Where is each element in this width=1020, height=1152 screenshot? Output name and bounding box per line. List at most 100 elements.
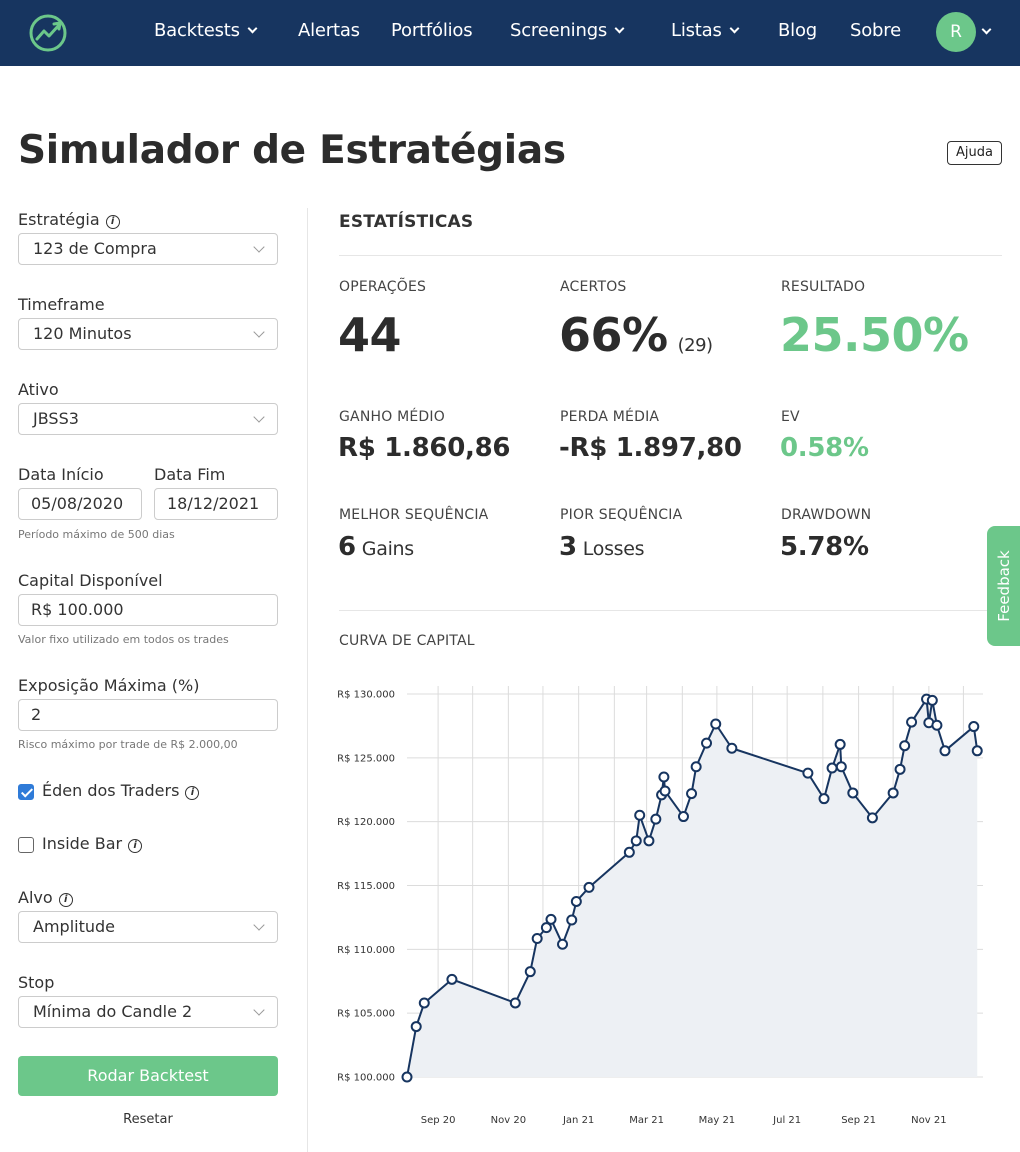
avg-gain-label: GANHO MÉDIO <box>339 409 445 425</box>
start-date-input[interactable]: 05/08/2020 <box>18 488 142 520</box>
worst-sequence-unit: Losses <box>582 538 645 560</box>
x-tick-label: Jul 21 <box>772 1115 801 1126</box>
drawdown-label: DRAWDOWN <box>781 507 872 523</box>
reset-link[interactable]: Resetar <box>123 1112 173 1127</box>
capital-input[interactable]: R$ 100.000 <box>18 594 278 626</box>
period-hint: Período máximo de 500 dias <box>18 528 175 541</box>
end-date-label: Data Fim <box>154 465 226 484</box>
target-label: Alvo i <box>18 888 73 908</box>
equity-point <box>634 809 646 821</box>
info-icon[interactable]: i <box>128 839 143 853</box>
y-tick-label: R$ 100.000 <box>337 1073 395 1084</box>
result-value: 25.50% <box>780 308 969 362</box>
equity-point <box>866 812 878 824</box>
chart-title: CURVA DE CAPITAL <box>339 633 475 649</box>
equity-point <box>531 932 543 944</box>
divider <box>339 255 1002 256</box>
hits-value: 66% (29) <box>559 308 713 362</box>
ev-label: EV <box>781 409 800 425</box>
target-select[interactable]: Amplitude <box>18 911 278 943</box>
x-axis: Sep 20 Nov 20 Jan 21 Mar 21 May 21 Jul 21 Sep … <box>421 1115 947 1126</box>
equity-point <box>410 1021 422 1033</box>
chevron-down-icon <box>247 23 258 34</box>
strategy-label: Estratégia i <box>18 210 120 230</box>
equity-point <box>899 740 911 752</box>
equity-point <box>659 785 671 797</box>
equity-point <box>968 721 980 733</box>
help-button[interactable]: Ajuda <box>947 141 1002 165</box>
run-backtest-button[interactable]: Rodar Backtest <box>18 1056 278 1096</box>
avg-loss-value: -R$ 1.897,80 <box>559 433 742 463</box>
inside-bar-label[interactable]: Inside Bar i <box>42 834 143 854</box>
x-tick-label: May 21 <box>699 1115 736 1126</box>
asset-label: Ativo <box>18 380 59 399</box>
equity-point <box>650 813 662 825</box>
result-label: RESULTADO <box>781 279 866 295</box>
info-icon[interactable]: i <box>58 893 73 907</box>
feedback-tab[interactable]: Feedback <box>987 526 1020 646</box>
equity-point <box>623 846 635 858</box>
equity-point <box>926 694 938 706</box>
page-title: Simulador de Estratégias <box>18 128 566 173</box>
timeframe-select[interactable]: 120 Minutos <box>18 318 278 350</box>
chevron-down-icon <box>253 1004 265 1016</box>
nav-portfolios[interactable]: Portfólios <box>391 20 473 41</box>
divider <box>339 610 1002 611</box>
nav-sobre[interactable]: Sobre <box>850 20 901 41</box>
y-tick-label: R$ 110.000 <box>337 945 395 956</box>
equity-curve-chart: R$ 100.000 R$ 105.000 R$ 110.000 R$ 115.000… <box>337 686 983 1126</box>
hits-count: (29) <box>677 335 713 356</box>
strategy-select[interactable]: 123 de Compra <box>18 233 278 265</box>
best-sequence-label: MELHOR SEQUÊNCIA <box>339 507 489 523</box>
equity-point <box>834 738 846 750</box>
best-sequence-value: 6 Gains <box>338 532 414 562</box>
capital-hint: Valor fixo utilizado em todos os trades <box>18 633 229 646</box>
chevron-down-icon[interactable] <box>981 24 992 35</box>
x-tick-label: Sep 20 <box>421 1115 456 1126</box>
x-tick-label: Sep 21 <box>841 1115 876 1126</box>
info-icon[interactable]: i <box>105 215 120 229</box>
nav-screenings[interactable]: Screenings <box>510 20 625 41</box>
chevron-down-icon <box>253 919 265 931</box>
stop-select[interactable]: Mínima do Candle 2 <box>18 996 278 1028</box>
nav-alertas[interactable]: Alertas <box>298 20 360 41</box>
eden-checkbox[interactable] <box>18 784 34 800</box>
avg-gain-value: R$ 1.860,86 <box>338 433 511 463</box>
equity-point <box>570 895 582 907</box>
start-date-label: Data Início <box>18 465 104 484</box>
column-divider <box>307 208 308 1152</box>
best-sequence-unit: Gains <box>361 538 414 560</box>
capital-label: Capital Disponível <box>18 571 163 590</box>
nav-backtests[interactable]: Backtests <box>154 20 258 41</box>
asset-select[interactable]: JBSS3 <box>18 403 278 435</box>
exposure-input[interactable]: 2 <box>18 699 278 731</box>
y-axis: R$ 100.000 R$ 105.000 R$ 110.000 R$ 115.000… <box>337 690 395 1084</box>
chart-points <box>401 693 983 1083</box>
info-icon[interactable]: i <box>185 786 200 800</box>
chevron-down-icon <box>253 326 265 338</box>
equity-point <box>701 737 713 749</box>
equity-point <box>931 719 943 731</box>
x-tick-label: Nov 21 <box>911 1115 946 1126</box>
nav-blog[interactable]: Blog <box>778 20 817 41</box>
y-tick-label: R$ 105.000 <box>337 1009 395 1020</box>
nav-listas[interactable]: Listas <box>671 20 740 41</box>
equity-point <box>826 762 838 774</box>
eden-label[interactable]: Éden dos Traders i <box>42 781 200 801</box>
user-avatar[interactable]: R <box>936 12 976 52</box>
equity-point <box>677 811 689 823</box>
hits-label: ACERTOS <box>560 279 627 295</box>
brand-logo-icon[interactable] <box>28 13 68 53</box>
y-tick-label: R$ 120.000 <box>337 817 395 828</box>
end-date-input[interactable]: 18/12/2021 <box>154 488 278 520</box>
equity-point <box>643 835 655 847</box>
chevron-down-icon <box>614 23 625 34</box>
equity-point <box>710 718 722 730</box>
equity-point <box>686 788 698 800</box>
inside-bar-checkbox[interactable] <box>18 837 34 853</box>
equity-point <box>847 787 859 799</box>
equity-point <box>566 914 578 926</box>
equity-point <box>894 763 906 775</box>
y-tick-label: R$ 115.000 <box>337 881 395 892</box>
operations-label: OPERAÇÕES <box>339 279 427 295</box>
